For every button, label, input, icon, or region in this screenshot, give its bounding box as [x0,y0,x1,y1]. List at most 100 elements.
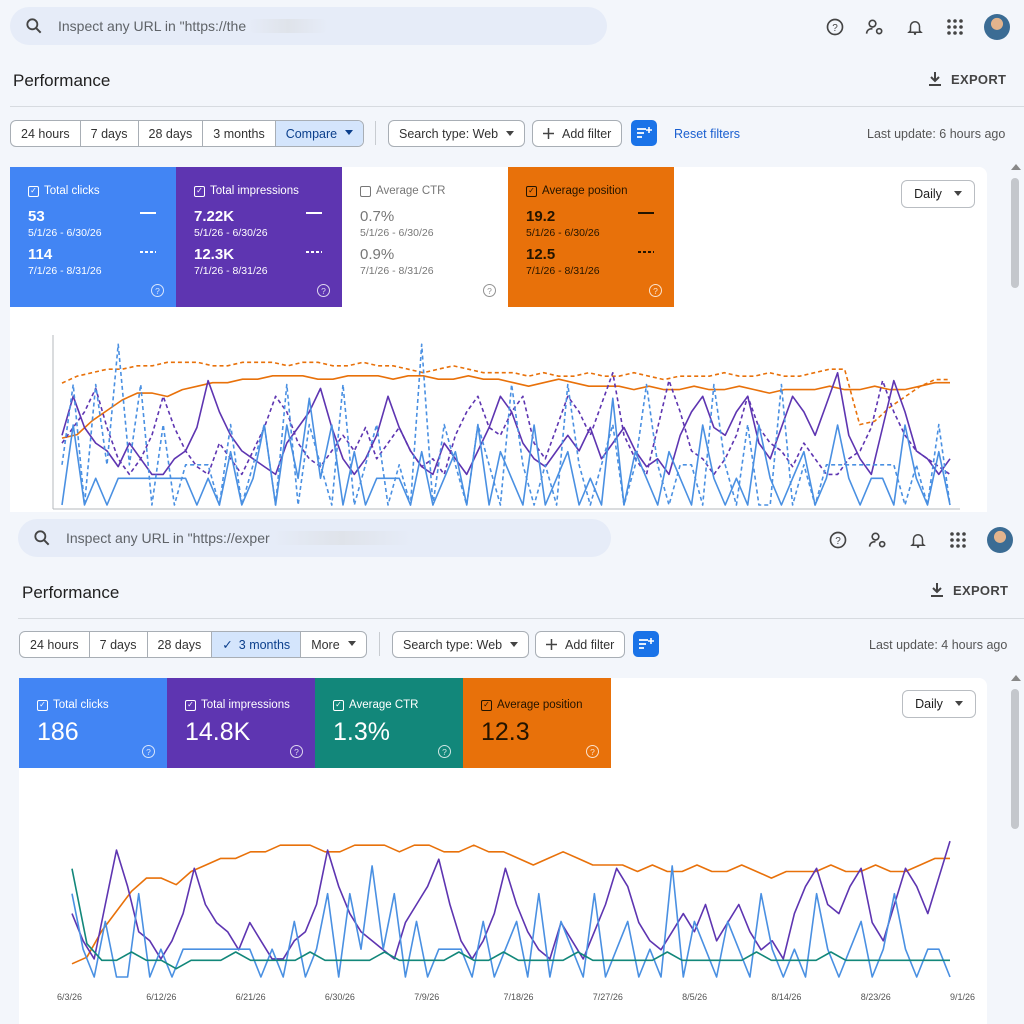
reset-filters-link[interactable]: Reset filters [674,127,740,141]
checkbox-checked-icon[interactable]: ✓ [28,185,39,197]
dashed-line-legend [638,251,654,253]
metric-tile-average-ctr[interactable]: Average CTR 0.7% 5/1/26 - 6/30/26 0.9% 7… [342,167,508,307]
help-icon[interactable]: ? [483,284,496,297]
range-7-days[interactable]: 7 days [81,121,139,146]
svg-text:?: ? [835,536,841,547]
range-24-hours[interactable]: 24 hours [11,121,81,146]
metric-tile-total-clicks[interactable]: ✓ Total clicks 53 5/1/26 - 6/30/26 114 7/… [10,167,176,307]
filter-settings-button[interactable] [631,120,657,146]
metric-value-period-1: 0.7% [360,208,395,225]
metric-tile-total-clicks[interactable]: ✓ Total clicks 186 ? [19,678,167,768]
metric-tile-total-impressions[interactable]: ✓ Total impressions 14.8K ? [167,678,315,768]
range-3-months[interactable]: ✓ 3 months [212,632,302,657]
metric-period-1: 5/1/26 - 6/30/26 [526,227,600,239]
help-icon[interactable]: ? [649,284,662,297]
metric-tile-average-ctr[interactable]: ✓ Average CTR 1.3% ? [315,678,463,768]
date-range-selector[interactable]: 24 hours 7 days 28 days ✓ 3 months More [19,631,367,658]
help-icon[interactable]: ? [824,16,846,38]
metric-tile-total-impressions[interactable]: ✓ Total impressions 7.22K 5/1/26 - 6/30/2… [176,167,342,307]
last-update-text: Last update: 6 hours ago [867,127,1006,141]
range-24-hours[interactable]: 24 hours [20,632,90,657]
metric-label: Total clicks [44,185,100,197]
search-icon [26,18,42,34]
metric-tile-average-position[interactable]: ✓ Average position 19.2 5/1/26 - 6/30/26 … [508,167,674,307]
help-icon[interactable]: ? [438,745,451,758]
manage-users-icon[interactable] [864,16,886,38]
notifications-bell-icon[interactable] [907,529,929,551]
add-filter-button[interactable]: Add filter [535,631,626,658]
metric-tile-average-position[interactable]: ✓ Average position 12.3 ? [463,678,611,768]
checkbox-checked-icon[interactable]: ✓ [37,699,48,711]
check-icon: ✓ [222,638,233,652]
chevron-down-icon [953,191,962,196]
page-title: Performance [13,71,111,90]
search-type-dropdown[interactable]: Search type: Web [388,120,526,147]
help-icon[interactable]: ? [151,284,164,297]
range-28-days[interactable]: 28 days [139,121,204,146]
compare-label: Compare [285,126,338,141]
add-filter-label: Add filter [562,126,612,141]
add-filter-button[interactable]: Add filter [532,120,623,147]
checkbox-checked-icon[interactable]: ✓ [526,185,537,197]
manage-users-icon[interactable] [867,529,889,551]
series-line-position-period-2 [61,361,950,426]
export-button[interactable]: EXPORT [929,582,1008,598]
help-icon[interactable]: ? [142,745,155,758]
search-type-label: Search type: Web [403,637,503,652]
chevron-down-icon [506,130,515,136]
x-tick-label: 9/1/26 [950,992,975,1002]
account-avatar[interactable] [984,14,1010,40]
url-inspect-search-bar[interactable]: Inspect any URL in "https://the [10,7,607,45]
help-icon[interactable]: ? [827,529,849,551]
scroll-up-arrow-icon[interactable] [1011,674,1021,682]
metric-value: 14.8K [185,718,251,746]
daily-granularity-dropdown[interactable]: Daily [901,180,975,208]
search-type-dropdown[interactable]: Search type: Web [392,631,530,658]
daily-granularity-dropdown[interactable]: Daily [902,690,976,718]
account-avatar[interactable] [987,527,1013,553]
help-icon[interactable]: ? [290,745,303,758]
export-button[interactable]: EXPORT [927,71,1006,87]
notifications-bell-icon[interactable] [904,16,926,38]
checkbox-unchecked-icon[interactable] [360,185,371,197]
x-tick-label: 6/30/26 [325,992,355,1002]
search-type-label: Search type: Web [399,126,499,141]
search-placeholder: Inspect any URL in "https://exper [66,530,270,546]
add-filter-label: Add filter [565,637,615,652]
metric-value: 186 [37,718,79,746]
range-7-days[interactable]: 7 days [90,632,148,657]
range-more-dropdown[interactable]: More [301,632,365,657]
url-inspect-search-bar[interactable]: Inspect any URL in "https://exper [18,519,611,557]
checkbox-checked-icon[interactable]: ✓ [481,699,492,711]
metric-value-period-2: 0.9% [360,246,395,263]
range-3-months[interactable]: 3 months [203,121,276,146]
metric-value: 12.3 [481,718,530,746]
apps-grid-icon[interactable] [947,529,969,551]
checkbox-checked-icon[interactable]: ✓ [185,699,196,711]
filter-settings-button[interactable] [633,631,659,657]
scrollbar-thumb[interactable] [1011,178,1019,288]
checkbox-checked-icon[interactable]: ✓ [333,699,344,711]
x-tick-label: 8/23/26 [861,992,891,1002]
metric-period-2: 7/1/26 - 8/31/26 [526,265,600,277]
checkbox-checked-icon[interactable]: ✓ [194,185,205,197]
range-compare[interactable]: Compare [275,121,364,146]
x-tick-label: 7/27/26 [593,992,623,1002]
metric-label: Total clicks [53,699,109,711]
solid-line-legend [140,212,156,214]
scroll-up-arrow-icon[interactable] [1011,163,1021,171]
metric-label: Average CTR [349,699,419,711]
metric-label: Average position [542,185,628,197]
scrollbar-thumb[interactable] [1011,689,1019,829]
apps-grid-icon[interactable] [944,16,966,38]
range-28-days[interactable]: 28 days [148,632,213,657]
metric-label: Average position [497,699,583,711]
date-range-selector[interactable]: 24 hours 7 days 28 days 3 months Compare [10,120,365,147]
page-title: Performance [22,583,120,602]
metric-value-period-2: 12.3K [194,246,235,263]
download-icon [929,72,941,86]
export-label: EXPORT [953,582,1009,598]
help-icon[interactable]: ? [586,745,599,758]
metric-value-period-1: 7.22K [194,208,235,225]
help-icon[interactable]: ? [317,284,330,297]
